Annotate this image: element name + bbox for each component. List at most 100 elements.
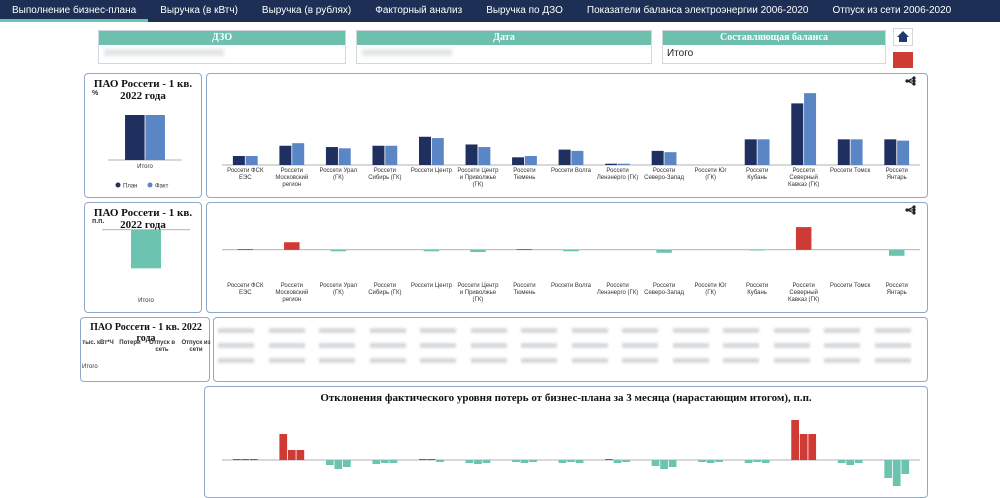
table-header: Отпуск в сеть: [148, 340, 176, 353]
blurred-cell: [521, 358, 557, 363]
hierarchy-icon: [912, 211, 916, 215]
blurred-cell: [672, 343, 709, 348]
panel: [84, 202, 202, 313]
blurred-cell: [470, 328, 507, 333]
blurred-cell: [672, 328, 709, 333]
nav-tab[interactable]: Факторный анализ: [375, 5, 463, 16]
x-tick-label: Россети Сибирь (ГК): [368, 168, 402, 181]
bar: [145, 115, 165, 160]
bar: [372, 460, 381, 464]
nav-tab[interactable]: Показатели баланса электроэнергии 2006-2…: [586, 5, 809, 16]
bar: [854, 460, 863, 463]
bar: [567, 460, 575, 462]
filter-value-blurred: [362, 49, 452, 56]
blurred-cell: [369, 343, 406, 348]
bar: [706, 460, 715, 463]
legend-marker: [115, 182, 121, 188]
filter-label: Составляющая баланса: [663, 31, 885, 45]
bar: [296, 450, 305, 460]
legend-marker: [147, 182, 153, 188]
bar: [237, 249, 254, 250]
bar: [749, 249, 765, 251]
x-tick-label: Россети Кубань: [745, 283, 769, 296]
bar: [656, 249, 672, 253]
bar: [558, 460, 567, 463]
bar: [249, 459, 258, 460]
nav-tab[interactable]: Выручка по ДЗО: [486, 5, 563, 16]
bar: [338, 148, 351, 165]
filter-dzo[interactable]: ДЗО: [98, 30, 346, 64]
chart-title: Отклонения фактического уровня потерь от…: [320, 392, 812, 404]
bar: [474, 460, 482, 464]
x-tick-label: Россети Тюмень: [513, 283, 536, 296]
bar: [897, 140, 910, 165]
bar: [125, 115, 145, 160]
bar: [512, 157, 525, 165]
bar: [744, 139, 757, 165]
blurred-cell: [824, 358, 860, 363]
bar: [795, 227, 812, 250]
panel: [206, 73, 928, 198]
nav-bar: Выполнение бизнес-плана Выручка (в кВтч) В…: [0, 0, 1000, 22]
bar: [465, 144, 478, 165]
blurred-cell: [672, 358, 709, 363]
bar: [668, 460, 677, 467]
bar: [385, 145, 398, 165]
x-tick-label: Россети Янтарь: [885, 283, 908, 296]
hierarchy-icon: [912, 205, 916, 209]
filter-date[interactable]: Дата: [356, 30, 652, 64]
bar: [232, 459, 241, 460]
nav-tab[interactable]: Выручка (в кВтч): [160, 5, 238, 16]
hierarchy-icon: [905, 208, 909, 212]
blurred-cell: [319, 358, 355, 363]
bar: [664, 152, 677, 165]
x-tick-label: Россети Кубань: [745, 168, 769, 181]
bar: [651, 460, 660, 466]
blurred-cell: [420, 328, 456, 333]
x-tick-label: Россети Московский регион: [275, 168, 309, 188]
blurred-cell: [824, 328, 860, 333]
nav-tab[interactable]: Выручка (в рублях): [261, 5, 352, 16]
blurred-cell: [268, 343, 305, 348]
bar: [372, 145, 385, 165]
x-tick-label: Итого: [137, 164, 153, 170]
chart-title: ПАО Россети - 1 кв. 2022 года: [93, 78, 193, 102]
panel: [206, 202, 928, 313]
bar: [325, 460, 334, 465]
bar: [381, 460, 389, 463]
reset-button[interactable]: [893, 52, 913, 68]
bar: [131, 229, 161, 269]
bar: [613, 460, 622, 463]
bar: [427, 459, 436, 460]
x-tick-label: Россети Юг (ГК): [694, 283, 727, 296]
filter-balance[interactable]: Составляющая баланса Итого: [662, 30, 886, 64]
blurred-cell: [571, 358, 608, 363]
home-button[interactable]: [893, 28, 913, 46]
bar: [284, 242, 300, 250]
bar: [436, 460, 444, 462]
nav-tab[interactable]: Выполнение бизнес-плана: [0, 0, 149, 22]
table-header: тыс. кВт*Ч: [82, 340, 114, 346]
x-tick-label: Россети Северный Кавказ (ГК): [788, 168, 820, 188]
blurred-cell: [773, 358, 810, 363]
x-tick-label: Россети Центр: [410, 168, 452, 174]
blurred-cell: [369, 358, 406, 363]
bar: [791, 103, 804, 165]
panel: [213, 317, 928, 382]
bar: [804, 93, 817, 165]
bar: [660, 460, 668, 469]
bar: [389, 460, 398, 463]
blurred-cell: [773, 343, 810, 348]
blurred-cell: [571, 343, 608, 348]
bar: [575, 460, 584, 463]
bar: [465, 460, 474, 463]
x-tick-label: Россети Центр и Приволжье (ГК): [457, 283, 499, 303]
bar: [837, 460, 846, 463]
x-tick-label: Россети ФСК ЕЭС: [227, 168, 264, 181]
legend-label: План: [123, 184, 137, 190]
x-tick-label: Россети Тюмень: [513, 168, 536, 181]
x-tick-label: Россети Юг (ГК): [694, 168, 727, 181]
bar: [330, 249, 347, 252]
bar: [884, 139, 897, 165]
nav-tab[interactable]: Отпуск из сети 2006-2020: [832, 5, 952, 16]
